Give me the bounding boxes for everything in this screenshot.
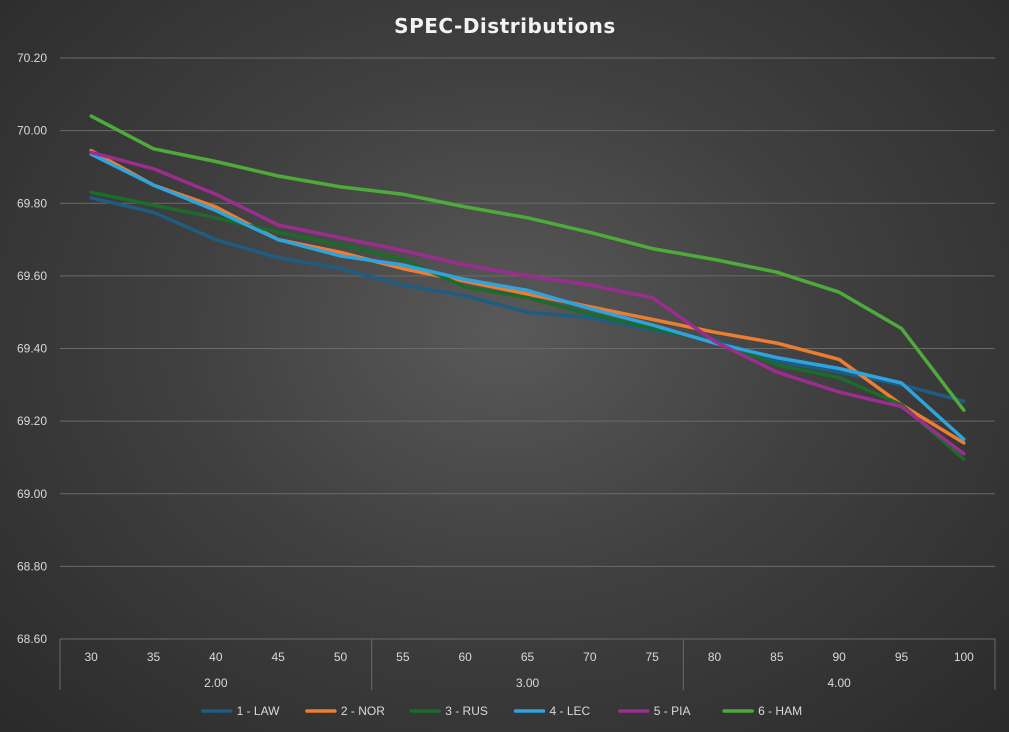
- y-tick-label: 68.60: [17, 632, 47, 646]
- y-tick-label: 70.00: [17, 124, 47, 138]
- x-tick-label: 65: [521, 650, 535, 664]
- x-tick-label: 60: [458, 650, 472, 664]
- x-tick-label: 35: [147, 650, 161, 664]
- legend-item: 5 - PIA: [618, 704, 691, 718]
- x-tick-label: 50: [334, 650, 348, 664]
- y-tick-label: 69.80: [17, 196, 47, 210]
- x-tick-label: 70: [583, 650, 597, 664]
- x-tick-label: 80: [708, 650, 722, 664]
- series-lines: [89, 114, 966, 462]
- legend-label: 1 - LAW: [237, 704, 281, 718]
- x-tick-label: 30: [84, 650, 98, 664]
- x-tick-label: 85: [770, 650, 784, 664]
- x-group-label: 3.00: [516, 676, 540, 690]
- x-tick-label: 100: [954, 650, 974, 664]
- x-axis: 2.00 3.00 4.00 30 35 40 45 50 55 60 65 70 75 80 85 90 95…: [59, 639, 996, 690]
- legend-item: 4 - LEC: [513, 704, 591, 718]
- y-tick-label: 69.60: [17, 269, 47, 283]
- legend-label: 6 - HAM: [758, 704, 802, 718]
- series-line-5-pia: [89, 150, 966, 456]
- legend-label: 5 - PIA: [654, 704, 691, 718]
- y-tick-label: 69.40: [17, 342, 47, 356]
- series-line-1-law: [89, 196, 966, 403]
- y-tick-label: 70.20: [17, 51, 47, 65]
- legend-label: 3 - RUS: [445, 704, 488, 718]
- series-line-4-lec: [89, 152, 966, 442]
- y-tick-label: 69.20: [17, 414, 47, 428]
- series-line-3-rus: [89, 190, 966, 462]
- legend-label: 2 - NOR: [341, 704, 385, 718]
- legend-item: 3 - RUS: [409, 704, 488, 718]
- gridlines: [60, 57, 995, 640]
- series-line-6-ham: [89, 114, 966, 412]
- chart-title: SPEC-Distributions: [394, 14, 616, 38]
- legend-label: 4 - LEC: [550, 704, 591, 718]
- x-group-label: 2.00: [204, 676, 228, 690]
- x-tick-label: 55: [396, 650, 410, 664]
- x-tick-label: 45: [271, 650, 285, 664]
- x-tick-label: 90: [832, 650, 846, 664]
- legend-item: 6 - HAM: [722, 704, 802, 718]
- x-tick-label: 75: [645, 650, 659, 664]
- legend: 1 - LAW 2 - NOR 3 - RUS 4 - LEC 5 - PIA 6 - H…: [200, 704, 802, 718]
- legend-item: 1 - LAW: [200, 704, 281, 718]
- series-line-2-nor: [89, 148, 966, 445]
- legend-item: 2 - NOR: [305, 704, 385, 718]
- x-tick-label: 40: [209, 650, 223, 664]
- x-group-label: 4.00: [827, 676, 851, 690]
- y-tick-label: 69.00: [17, 487, 47, 501]
- x-tick-label: 95: [895, 650, 909, 664]
- y-axis: 68.60 68.80 69.00 69.20 69.40 69.60 69.80 70.00…: [17, 51, 47, 646]
- y-tick-label: 68.80: [17, 559, 47, 573]
